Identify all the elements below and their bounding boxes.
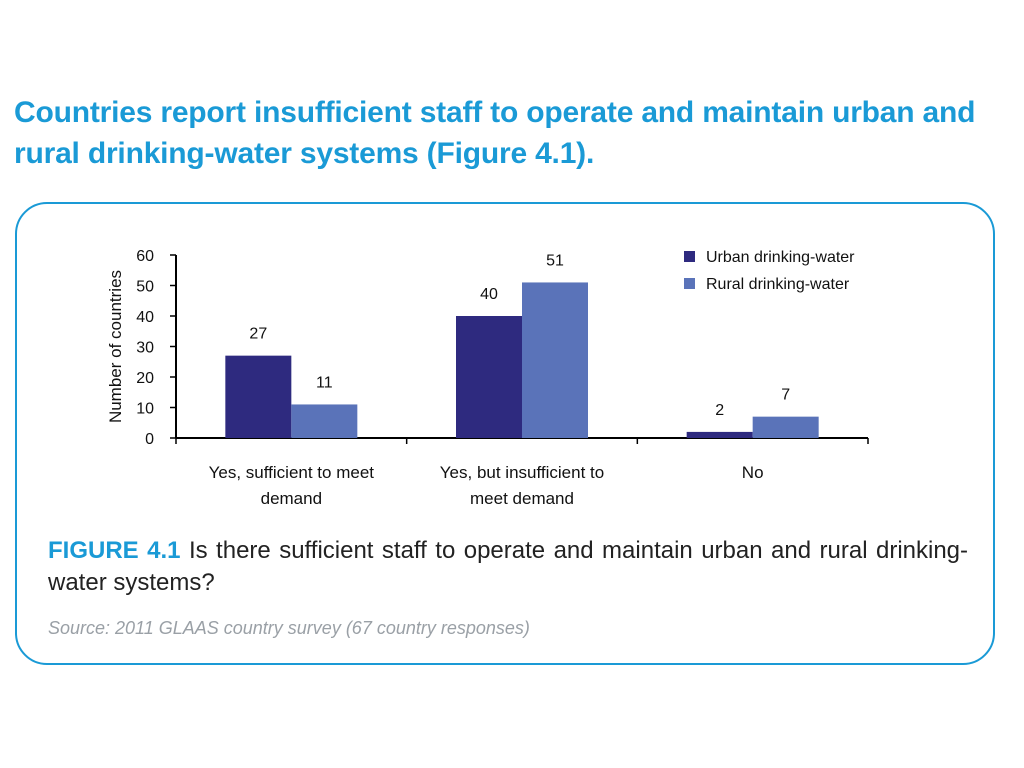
y-tick-label: 30 (136, 340, 154, 357)
data-label: 51 (546, 252, 564, 269)
figure-source: Source: 2011 GLAAS country survey (67 co… (48, 618, 530, 638)
data-label: 27 (249, 326, 267, 343)
figure-caption: FIGURE 4.1 Is there sufficient staff to … (48, 535, 968, 599)
y-tick-label: 10 (136, 401, 154, 418)
y-tick-label: 20 (136, 370, 154, 387)
headline: Countries report insufficient staff to o… (14, 96, 976, 170)
y-tick-label: 50 (136, 279, 154, 296)
data-label: 7 (781, 387, 790, 404)
bar (522, 282, 588, 438)
y-tick-label: 0 (145, 431, 154, 448)
x-category-label: meet demand (470, 489, 574, 508)
legend-swatch (684, 278, 695, 289)
legend-label: Rural drinking-water (706, 276, 850, 293)
legend-label: Urban drinking-water (706, 249, 855, 266)
bar (686, 431, 753, 438)
y-axis-label: Number of countries (106, 270, 125, 423)
data-label: 2 (715, 402, 724, 419)
y-tick-label: 40 (136, 309, 154, 326)
x-category-label: Yes, sufficient to meet (209, 463, 375, 482)
x-category-label: No (742, 463, 764, 482)
data-label: 40 (480, 286, 498, 303)
x-category-label: demand (261, 489, 322, 508)
figure-panel (15, 202, 995, 665)
bar (225, 355, 292, 438)
figure-label: FIGURE 4.1 (48, 537, 181, 564)
y-tick-label: 60 (136, 248, 154, 265)
bar (752, 416, 819, 438)
bar (291, 404, 358, 438)
x-category-label: Yes, but insufficient to (440, 463, 604, 482)
data-label: 11 (316, 374, 333, 391)
figure-caption-text: Is there sufficient staff to operate and… (48, 537, 969, 596)
legend-swatch (684, 251, 695, 262)
bar (456, 316, 522, 438)
